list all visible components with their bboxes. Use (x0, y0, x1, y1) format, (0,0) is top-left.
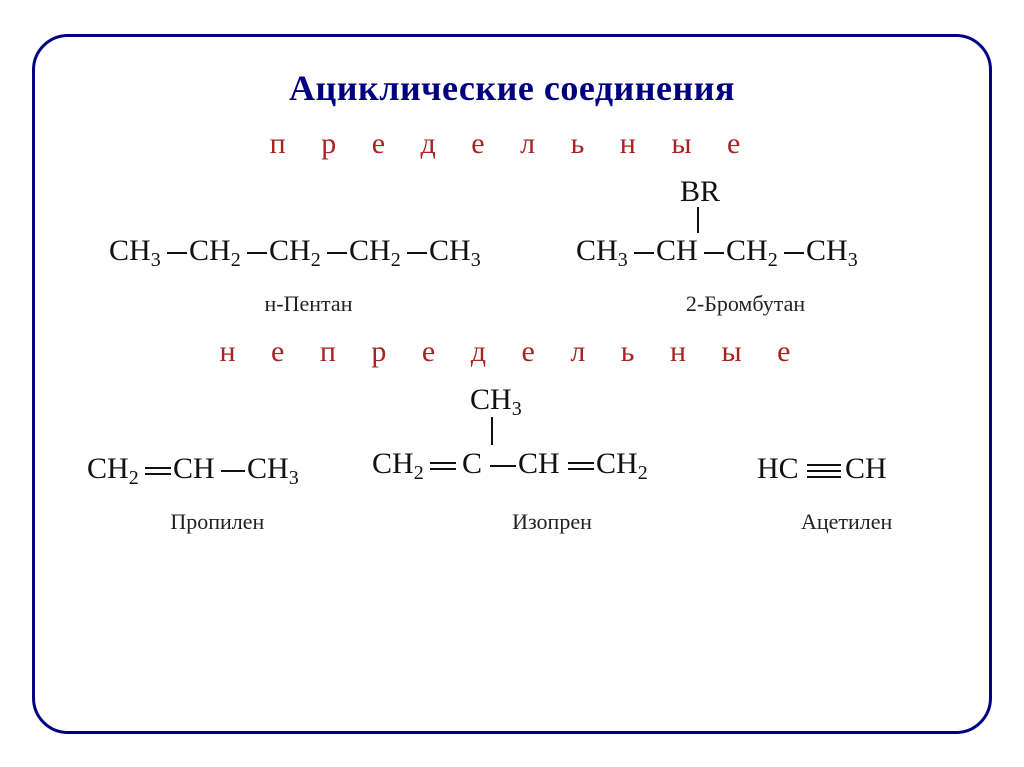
acetylene-structure: HC CH (757, 433, 937, 503)
row-unsaturated: CH2 CH CH3 Пропилен CH3 CH2 C (75, 383, 949, 535)
section-unsaturated-label: н е п р е д е л ь н ы е (75, 335, 949, 369)
isoprene-structure: CH3 CH2 C CH CH2 (372, 383, 732, 503)
isoprene-name: Изопрен (512, 509, 592, 535)
pentane-structure: CH3 CH2 CH2 CH2 CH3 (109, 215, 509, 285)
diagram-frame: Ациклические соединения п р е д е л ь н … (32, 34, 992, 734)
svg-text:C: C (462, 447, 482, 480)
acetylene-name: Ацетилен (801, 509, 892, 535)
row-saturated: CH3 CH2 CH2 CH2 CH3 н-Пентан BR CH3 (75, 175, 949, 317)
svg-text:CH3: CH3 (429, 234, 481, 271)
svg-text:CH2: CH2 (372, 447, 424, 484)
svg-text:CH3: CH3 (109, 234, 161, 271)
svg-text:CH2: CH2 (189, 234, 241, 271)
section-saturated-label: п р е д е л ь н ы е (75, 127, 949, 161)
svg-text:CH: CH (845, 452, 887, 485)
svg-text:CH2: CH2 (87, 452, 139, 489)
molecule-acetylene: HC CH Ацетилен (757, 433, 937, 535)
main-title: Ациклические соединения (75, 67, 949, 109)
svg-text:CH: CH (518, 447, 560, 480)
propylene-structure: CH2 CH CH3 (87, 433, 347, 503)
svg-text:CH: CH (656, 234, 698, 267)
svg-text:CH2: CH2 (349, 234, 401, 271)
svg-text:CH2: CH2 (596, 447, 648, 484)
propylene-name: Пропилен (170, 509, 264, 535)
svg-text:CH2: CH2 (726, 234, 778, 271)
molecule-bromobutane: BR CH3 CH CH2 CH3 2-Бромбутан (576, 175, 916, 317)
bromobutane-structure: BR CH3 CH CH2 CH3 (576, 175, 916, 285)
bromobutane-name: 2-Бромбутан (686, 291, 805, 317)
svg-text:CH3: CH3 (576, 234, 628, 271)
svg-text:HC: HC (757, 452, 799, 485)
svg-text:CH3: CH3 (247, 452, 299, 489)
bromine-label: BR (680, 175, 720, 208)
svg-text:CH: CH (173, 452, 215, 485)
molecule-propylene: CH2 CH CH3 Пропилен (87, 433, 347, 535)
svg-text:CH3: CH3 (806, 234, 858, 271)
svg-text:CH3: CH3 (470, 383, 522, 420)
svg-text:CH2: CH2 (269, 234, 321, 271)
pentane-name: н-Пентан (265, 291, 353, 317)
molecule-pentane: CH3 CH2 CH2 CH2 CH3 н-Пентан (109, 215, 509, 317)
molecule-isoprene: CH3 CH2 C CH CH2 Изопрен (372, 383, 732, 535)
